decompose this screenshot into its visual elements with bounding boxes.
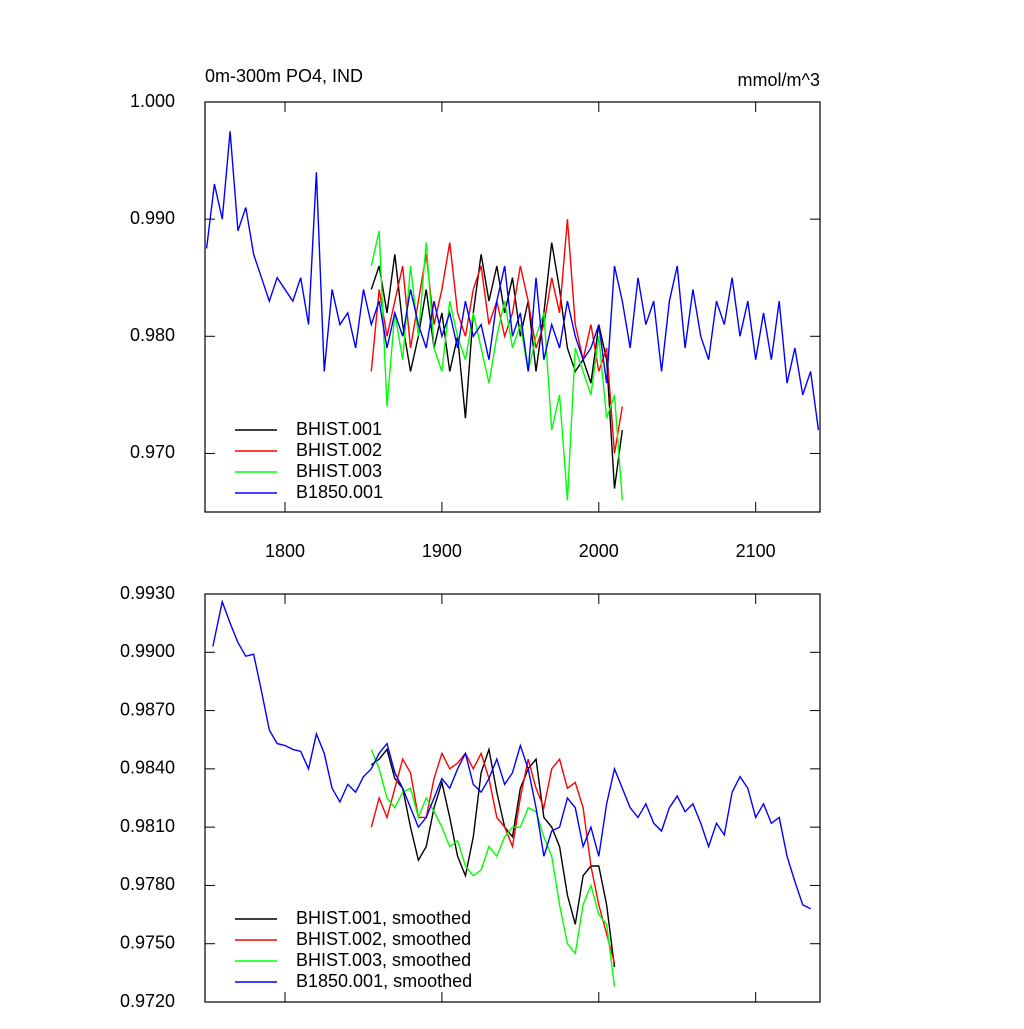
y-tick-label: 0.9930 bbox=[120, 583, 175, 603]
legend-label: BHIST.001, smoothed bbox=[296, 908, 471, 928]
chart-title: 0m-300m PO4, IND bbox=[205, 66, 363, 86]
y-tick-label: 0.9900 bbox=[120, 641, 175, 661]
y-tick-label: 1.000 bbox=[130, 91, 175, 111]
legend-label: B1850.001 bbox=[296, 482, 383, 502]
data-line bbox=[370, 749, 616, 987]
legend-label: BHIST.002, smoothed bbox=[296, 929, 471, 949]
legend-label: BHIST.003 bbox=[296, 461, 382, 481]
legend-label: B1850.001, smoothed bbox=[296, 971, 472, 991]
data-line bbox=[205, 131, 820, 431]
legend-label: BHIST.003, smoothed bbox=[296, 950, 471, 970]
units-label: mmol/m^3 bbox=[738, 70, 820, 90]
plot-frame bbox=[204, 101, 821, 513]
data-line bbox=[370, 746, 616, 968]
legend-label: BHIST.001 bbox=[296, 419, 382, 439]
data-line bbox=[370, 230, 624, 501]
y-tick-label: 0.9810 bbox=[120, 816, 175, 836]
y-tick-label: 0.980 bbox=[130, 325, 175, 345]
legend-label: BHIST.002 bbox=[296, 440, 382, 460]
data-line bbox=[212, 599, 811, 910]
y-tick-label: 0.9750 bbox=[120, 932, 175, 952]
y-tick-label: 0.990 bbox=[130, 208, 175, 228]
x-tick-label: 2000 bbox=[579, 541, 619, 561]
y-tick-label: 0.9720 bbox=[120, 991, 175, 1011]
y-tick-label: 0.9840 bbox=[120, 758, 175, 778]
x-tick-label: 1900 bbox=[422, 541, 462, 561]
y-tick-label: 0.9870 bbox=[120, 699, 175, 719]
plot-frame bbox=[204, 593, 821, 1003]
y-tick-label: 0.970 bbox=[130, 442, 175, 462]
x-tick-label: 1800 bbox=[265, 541, 305, 561]
data-line bbox=[370, 751, 616, 964]
y-tick-label: 0.9780 bbox=[120, 874, 175, 894]
x-tick-label: 2100 bbox=[736, 541, 776, 561]
